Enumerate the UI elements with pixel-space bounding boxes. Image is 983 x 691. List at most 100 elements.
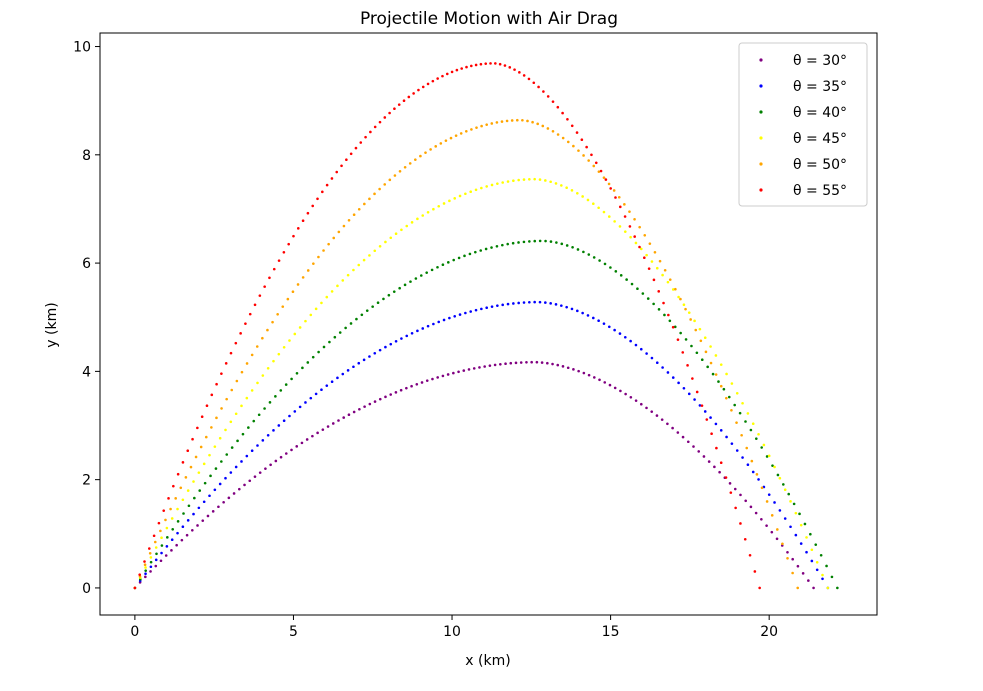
trajectory-point-3 (657, 308, 661, 311)
trajectory-point-6 (176, 472, 180, 476)
trajectory-point-6 (527, 77, 531, 81)
trajectory-point-2 (277, 424, 281, 427)
trajectory-point-5 (561, 136, 565, 140)
trajectory-point-3 (706, 365, 709, 369)
trajectory-point-6 (186, 449, 190, 453)
x-tick-label: 15 (602, 624, 620, 640)
trajectory-point-1 (154, 564, 158, 568)
trajectory-point-2 (815, 568, 819, 572)
trajectory-point-6 (359, 141, 363, 144)
trajectory-point-1 (217, 505, 220, 509)
trajectory-point-2 (250, 449, 254, 453)
trajectory-point-1 (222, 500, 225, 504)
trajectory-point-2 (741, 456, 744, 459)
trajectory-point-2 (224, 476, 227, 480)
trajectory-point-1 (144, 575, 147, 579)
trajectory-point-6 (489, 62, 492, 65)
trajectory-point-1 (686, 440, 690, 444)
trajectory-point-5 (414, 158, 417, 161)
trajectory-point-6 (407, 95, 411, 99)
trajectory-point-5 (347, 218, 351, 222)
trajectory-point-2 (485, 306, 488, 310)
y-tick-label: 8 (82, 148, 91, 164)
trajectory-point-4 (474, 188, 478, 192)
trajectory-point-5 (546, 127, 550, 130)
trajectory-point-3 (349, 322, 353, 325)
trajectory-point-4 (304, 319, 307, 323)
trajectory-point-1 (446, 373, 450, 376)
trajectory-point-3 (236, 439, 239, 443)
trajectory-point-2 (160, 551, 163, 555)
trajectory-point-6 (609, 187, 612, 190)
trajectory-point-6 (460, 67, 463, 70)
trajectory-point-2 (330, 380, 334, 384)
trajectory-point-1 (509, 361, 513, 365)
trajectory-point-5 (194, 455, 198, 459)
trajectory-point-6 (325, 183, 329, 187)
trajectory-point-2 (320, 388, 323, 392)
trajectory-point-4 (314, 307, 318, 311)
trajectory-point-2 (634, 343, 638, 347)
trajectory-point-6 (647, 267, 651, 270)
trajectory-point-6 (494, 62, 497, 65)
trajectory-point-4 (544, 179, 547, 182)
trajectory-point-3 (360, 313, 364, 317)
trajectory-point-1 (363, 405, 366, 408)
y-axis-ticks: 0 2 4 6 8 10 (73, 40, 100, 597)
trajectory-point-2 (714, 422, 718, 426)
trajectory-point-5 (174, 497, 177, 500)
trajectory-point-4 (442, 202, 446, 205)
trajectory-point-4 (517, 178, 520, 182)
trajectory-point-5 (505, 119, 509, 123)
trajectory-point-6 (643, 256, 646, 260)
trajectory-point-3 (549, 240, 553, 243)
trajectory-point-1 (326, 425, 330, 428)
trajectory-point-3 (198, 489, 202, 492)
trajectory-point-3 (468, 252, 472, 256)
trajectory-point-4 (224, 428, 227, 432)
trajectory-point-3 (457, 256, 461, 260)
trajectory-point-6 (191, 437, 194, 441)
trajectory-point-6 (652, 278, 656, 282)
trajectory-point-6 (575, 131, 579, 134)
trajectory-point-1 (431, 377, 434, 381)
trajectory-point-1 (316, 431, 319, 435)
trajectory-point-4 (256, 381, 259, 385)
trajectory-point-2 (394, 339, 398, 343)
x-tick-label: 20 (760, 624, 778, 640)
trajectory-point-1 (478, 366, 481, 369)
trajectory-point-6 (205, 404, 209, 408)
trajectory-point-2 (181, 525, 185, 529)
trajectory-point-3 (598, 259, 601, 262)
trajectory-point-2 (799, 542, 803, 545)
trajectory-point-3 (819, 553, 823, 557)
trajectory-point-6 (316, 197, 319, 201)
trajectory-point-6 (638, 245, 641, 249)
trajectory-point-1 (499, 362, 502, 366)
trajectory-point-4 (671, 288, 675, 291)
trajectory-point-4 (234, 412, 238, 416)
trajectory-point-2 (592, 316, 595, 320)
trajectory-point-5 (617, 195, 621, 199)
trajectory-point-6 (301, 219, 305, 222)
trajectory-point-1 (807, 579, 810, 582)
trajectory-point-2 (751, 470, 755, 474)
trajectory-point-5 (199, 445, 203, 449)
trajectory-point-6 (633, 235, 636, 238)
trajectory-point-4 (298, 326, 302, 329)
trajectory-point-4 (762, 443, 766, 447)
trajectory-point-6 (431, 79, 435, 83)
trajectory-point-6 (518, 71, 521, 74)
trajectory-point-5 (322, 249, 325, 252)
trajectory-point-3 (619, 274, 623, 277)
trajectory-point-4 (170, 517, 174, 520)
trajectory-point-3 (587, 253, 591, 256)
trajectory-point-3 (733, 403, 736, 407)
trajectory-point-2 (719, 429, 723, 432)
trajectory-point-2 (373, 351, 377, 355)
trajectory-point-5 (515, 118, 519, 122)
trajectory-point-4 (794, 511, 798, 515)
trajectory-point-6 (551, 100, 555, 103)
trajectory-point-5 (556, 133, 560, 136)
trajectory-point-4 (506, 180, 510, 183)
